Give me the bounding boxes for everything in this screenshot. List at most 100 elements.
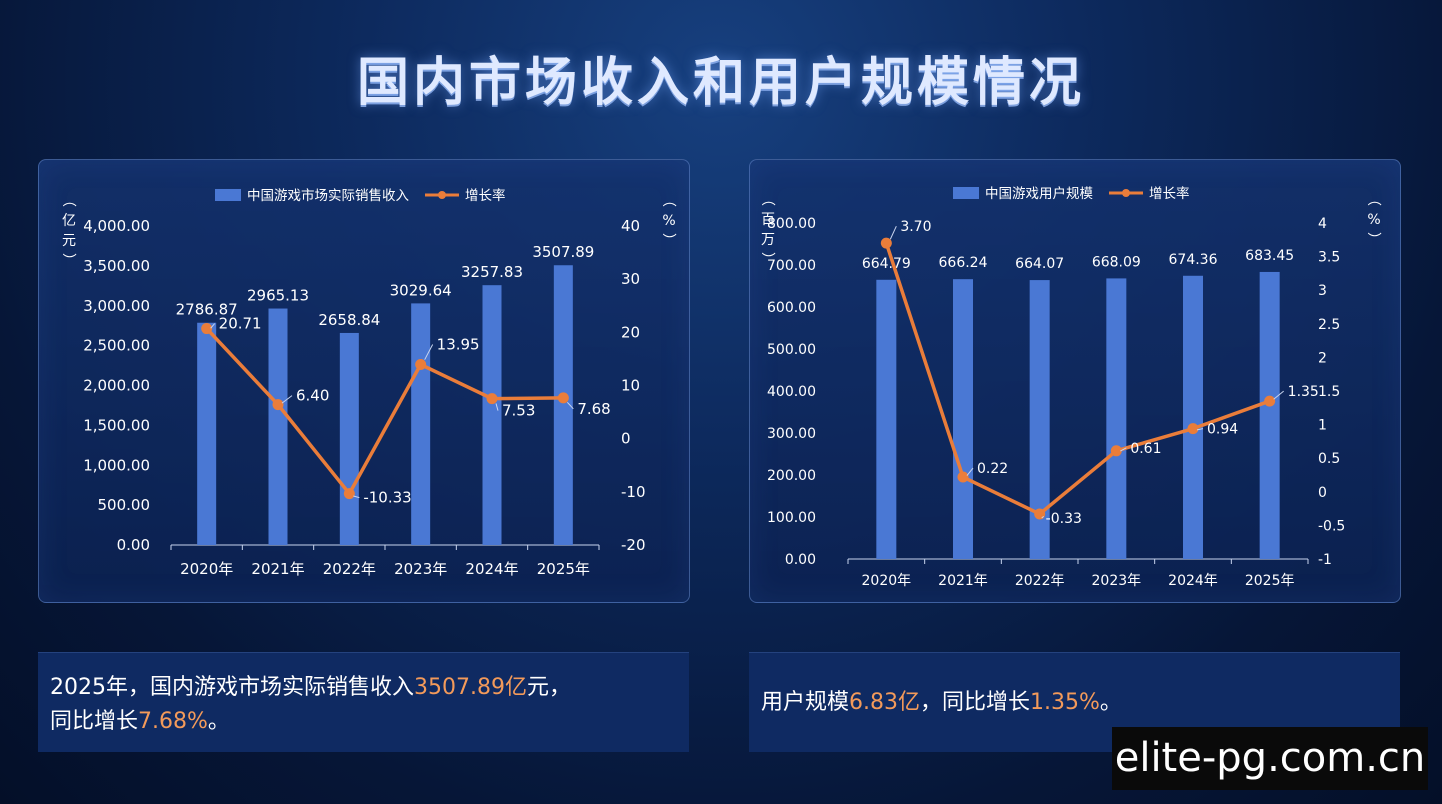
growth-point <box>1034 508 1046 520</box>
caption-text: 。 <box>1099 690 1122 715</box>
y-left-tick-label: 700.00 <box>767 258 816 274</box>
watermark: elite-pg.com.cn <box>1112 727 1428 790</box>
y-left-tick-label: 3,000.00 <box>83 297 150 315</box>
revenue-chart: 中国游戏市场实际销售收入 增长率 （ 亿元 ） （% ） 0.00 500.00 1,000.00… <box>60 187 676 578</box>
y-left-tick-label: 0.00 <box>785 552 816 568</box>
growth-label-leader <box>966 467 974 476</box>
x-tick-label: 2024年 <box>465 560 518 578</box>
growth-point <box>1264 395 1276 407</box>
growth-label-leader <box>566 401 574 410</box>
y-right-tick-label: 1.5 <box>1318 384 1340 400</box>
bar <box>1029 280 1050 559</box>
growth-label-leader <box>1196 428 1204 431</box>
y-left-tick-label: 0.00 <box>117 536 150 554</box>
caption-highlight-growth: 7.68% <box>138 709 208 734</box>
bar-value-label: 666.24 <box>939 255 988 271</box>
users-chart-panel: 中国游戏用户规模 增长率 （ 百万 ） （% ） 0.00 100.00 200.00 300.00… <box>749 159 1401 603</box>
y-right-tick-label: 0 <box>621 430 631 448</box>
bar-value-label: 3507.89 <box>532 243 594 261</box>
growth-point <box>557 392 569 404</box>
y-left-tick-label: 1,000.00 <box>83 456 150 474</box>
caption-text: 同比增长 <box>50 709 139 734</box>
y-left-tick-label: 600.00 <box>767 300 816 316</box>
legend-line-label: 增长率 <box>1149 185 1190 202</box>
y-right-tick-label: 2 <box>1318 350 1327 366</box>
y-left-title-char: （ <box>60 193 76 207</box>
caption-highlight-growth: 1.35% <box>1030 690 1100 715</box>
y-right-tick-label: 3 <box>1318 283 1327 299</box>
growth-point <box>1110 445 1122 457</box>
growth-value-label: 0.94 <box>1207 422 1238 438</box>
bar-value-label: 674.36 <box>1169 252 1218 268</box>
y-right-tick-label: -10 <box>621 483 646 501</box>
growth-label-leader <box>495 403 499 411</box>
y-left-tick-label: 200.00 <box>767 468 816 484</box>
legend-bar-label: 中国游戏用户规模 <box>985 185 1093 202</box>
y-left-tick-label: 2,000.00 <box>83 377 150 395</box>
y-right-title-char: % <box>662 213 675 229</box>
x-tick-label: 2021年 <box>251 560 304 578</box>
growth-value-label: 7.68 <box>577 400 610 418</box>
growth-value-label: 7.53 <box>502 402 535 420</box>
y-right-tick-label: 3.5 <box>1318 250 1340 266</box>
y-right-tick-label: 40 <box>621 217 640 235</box>
y-right-title-char: （ <box>1365 192 1381 206</box>
y-left-tick-label: 500.00 <box>98 496 151 514</box>
growth-value-label: 0.22 <box>977 461 1008 477</box>
y-left-tick-label: 300.00 <box>767 426 816 442</box>
y-left-tick-label: 100.00 <box>767 510 816 526</box>
bar-value-label: 2965.13 <box>247 287 309 305</box>
revenue-caption: 2025年，国内游戏市场实际销售收入3507.89亿元， 同比增长7.68%。 <box>38 652 689 752</box>
y-left-tick-label: 400.00 <box>767 384 816 400</box>
growth-label-leader <box>281 395 293 404</box>
bar <box>197 322 217 545</box>
y-right-tick-label: 2.5 <box>1318 317 1340 333</box>
bar-value-label: 2786.87 <box>176 301 238 319</box>
y-left-title-char: 万 <box>761 232 775 248</box>
caption-text: 2025年，国内游戏市场实际销售收入 <box>50 675 414 700</box>
growth-label-leader <box>353 495 360 499</box>
growth-label-leader <box>424 344 434 360</box>
y-left-title-char: 元 <box>62 233 76 249</box>
y-right-title-char: （ <box>660 193 676 207</box>
revenue-chart-panel: 中国游戏市场实际销售收入 增长率 （ 亿元 ） （% ） 0.00 500.00 1,000.00… <box>38 159 690 603</box>
y-left-title-char: 百 <box>761 212 775 228</box>
y-left-title-char: ） <box>60 253 76 267</box>
caption-text: 元， <box>526 675 571 700</box>
caption-highlight-revenue: 3507.89亿 <box>414 675 527 700</box>
y-right-tick-label: 0 <box>1318 485 1327 501</box>
growth-label-leader <box>889 225 897 240</box>
bar-value-label: 668.09 <box>1092 254 1141 270</box>
y-left-title-char: ） <box>759 252 775 266</box>
y-left-tick-label: 4,000.00 <box>83 217 150 235</box>
users-chart: 中国游戏用户规模 增长率 （ 百万 ） （% ） 0.00 100.00 200.00 300.00… <box>759 185 1381 589</box>
y-left-tick-label: 3,500.00 <box>83 257 150 275</box>
bar-value-label: 664.07 <box>1015 256 1064 272</box>
bar <box>553 265 573 545</box>
x-tick-label: 2020年 <box>180 560 233 578</box>
x-tick-label: 2022年 <box>1015 573 1065 589</box>
growth-value-label: 0.61 <box>1130 441 1161 457</box>
y-right-title-char: % <box>1367 212 1380 228</box>
legend-line-marker <box>1122 189 1130 197</box>
growth-label-leader <box>210 323 216 329</box>
bar <box>1183 275 1203 559</box>
y-right-tick-label: 1 <box>1318 418 1327 434</box>
y-right-tick-label: 30 <box>621 270 640 288</box>
x-tick-label: 2025年 <box>1245 573 1295 589</box>
y-left-title-char: 亿 <box>62 213 76 229</box>
bar <box>1106 278 1127 559</box>
growth-value-label: -0.33 <box>1046 511 1082 527</box>
bar <box>876 279 897 559</box>
y-left-tick-label: 800.00 <box>767 216 816 232</box>
growth-label-leader <box>1273 390 1284 400</box>
growth-point <box>415 358 427 370</box>
growth-point <box>201 323 213 335</box>
growth-point <box>1187 423 1199 435</box>
bar-value-label: 3029.64 <box>390 281 452 299</box>
growth-value-label: 1.35 <box>1288 384 1319 400</box>
y-right-title-char: ） <box>660 233 676 247</box>
x-tick-label: 2025年 <box>537 560 590 578</box>
legend-bar-swatch <box>215 189 241 201</box>
caption-highlight-users: 6.83亿 <box>849 690 921 715</box>
